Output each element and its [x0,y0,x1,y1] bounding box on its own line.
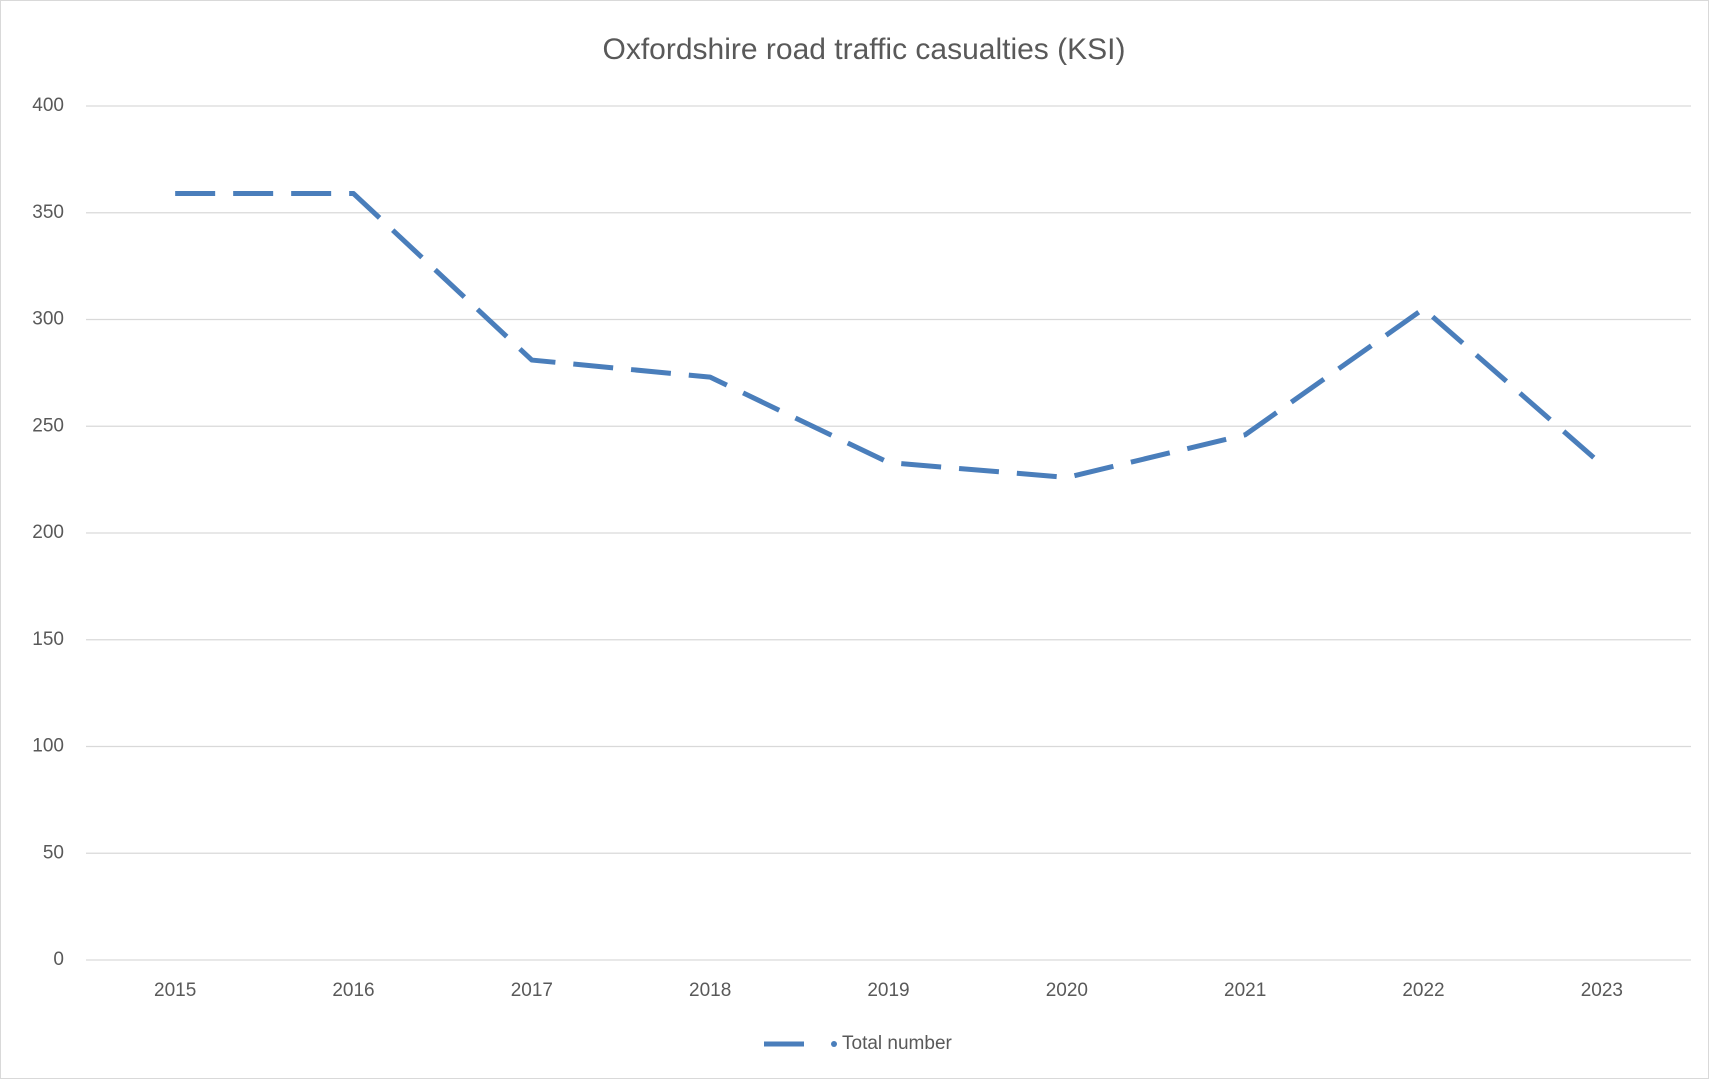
y-tick-label: 50 [43,842,64,863]
x-tick-label: 2016 [332,980,374,1001]
y-tick-label: 0 [53,949,64,970]
x-tick-label: 2023 [1581,980,1623,1001]
y-tick-label: 350 [32,202,64,223]
y-tick-label: 400 [32,95,64,116]
x-tick-label: 2021 [1224,980,1266,1001]
x-tick-label: 2019 [867,980,909,1001]
line-series [175,191,1604,480]
chart-title: Oxfordshire road traffic casualties (KSI… [603,33,1126,66]
legend-dot [831,1041,837,1047]
legend-label: Total number [842,1033,953,1054]
x-tick-label: 2018 [689,980,731,1001]
y-tick-label: 150 [32,629,64,650]
y-tick-label: 100 [32,736,64,757]
y-tick-label: 200 [32,522,64,543]
x-tick-label: 2015 [154,980,196,1001]
x-tick-label: 2020 [1046,980,1088,1001]
y-tick-label: 250 [32,415,64,436]
x-tick-label: 2017 [511,980,553,1001]
x-tick-label: 2022 [1402,980,1444,1001]
y-tick-label: 300 [32,309,64,330]
